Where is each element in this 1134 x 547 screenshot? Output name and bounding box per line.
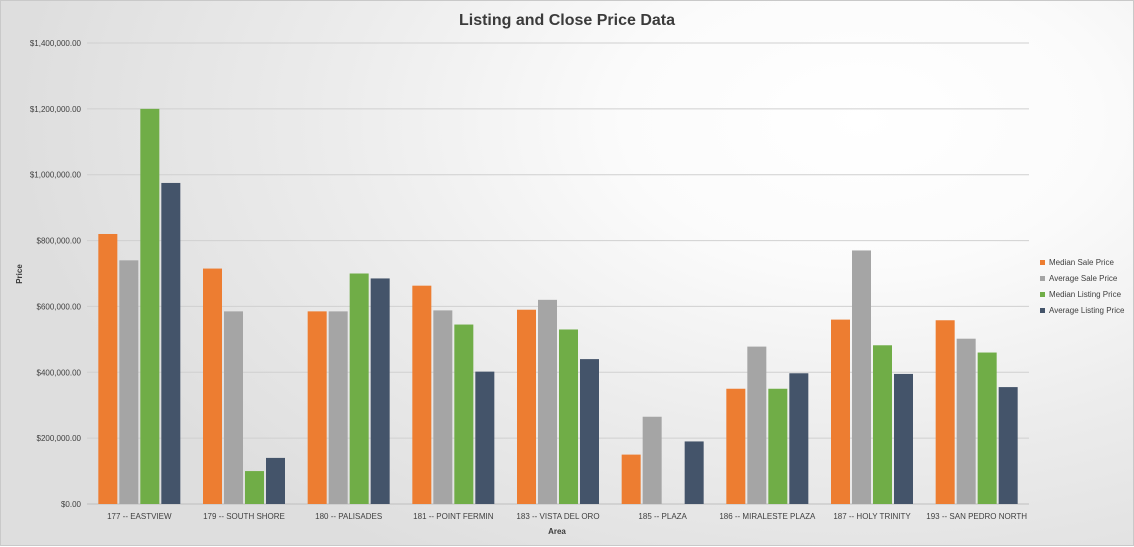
y-tick-label: $400,000.00 <box>37 368 82 377</box>
bar-average-sale-price-1 <box>224 311 243 504</box>
bar-average-listing-price-7 <box>894 373 913 504</box>
bar-average-listing-price-1 <box>266 457 285 504</box>
bar-median-sale-price-3 <box>412 285 432 504</box>
bar-median-sale-price-5 <box>621 454 641 504</box>
bar-median-listing-price-8 <box>977 352 997 504</box>
bar-median-listing-price-2 <box>349 273 369 504</box>
bar-average-sale-price-2 <box>328 311 348 504</box>
bar-average-listing-price-3 <box>475 371 495 504</box>
bar-average-sale-price-5 <box>642 416 662 504</box>
bar-average-listing-price-5 <box>684 441 704 504</box>
legend: Median Sale Price Average Sale Price Media… <box>1040 258 1125 315</box>
bar-median-sale-price-7 <box>831 319 850 504</box>
y-tick-label: $600,000.00 <box>37 302 82 311</box>
legend-label: Median Listing Price <box>1049 290 1122 299</box>
bar-average-sale-price-3 <box>433 310 453 504</box>
legend-swatch <box>1040 260 1045 265</box>
x-tick-label: 179 -- SOUTH SHORE <box>203 512 285 521</box>
x-tick-labels: 177 -- EASTVIEW 179 -- SOUTH SHORE 180 -- … <box>107 512 1027 521</box>
bar-average-listing-price-8 <box>998 387 1018 504</box>
bar-median-sale-price-2 <box>307 311 327 504</box>
x-tick-label: 186 -- MIRALESTE PLAZA <box>719 512 816 521</box>
bar-median-listing-price-4 <box>559 329 578 504</box>
bar-average-sale-price-7 <box>852 250 871 504</box>
bar-median-sale-price-0 <box>98 233 118 505</box>
gridlines: $0.00 $200,000.00 $400,000.00 $600,000.00 $8… <box>30 39 1029 509</box>
bar-average-sale-price-0 <box>119 260 139 504</box>
bar-median-listing-price-0 <box>140 108 160 505</box>
legend-label: Average Listing Price <box>1049 306 1125 315</box>
y-tick-label: $200,000.00 <box>37 434 82 443</box>
bar-median-sale-price-1 <box>203 268 222 504</box>
legend-swatch <box>1040 292 1045 297</box>
y-tick-label: $800,000.00 <box>37 237 82 246</box>
x-tick-label: 181 -- POINT FERMIN <box>413 512 494 521</box>
x-axis-title: Area <box>548 527 566 536</box>
x-tick-label: 180 -- PALISADES <box>315 512 382 521</box>
legend-swatch <box>1040 276 1045 281</box>
y-tick-label: $0.00 <box>61 500 82 509</box>
bar-median-sale-price-6 <box>726 388 746 504</box>
bar-average-sale-price-6 <box>747 346 767 504</box>
x-tick-label: 193 -- SAN PEDRO NORTH <box>926 512 1027 521</box>
legend-label: Average Sale Price <box>1049 274 1118 283</box>
chart-title: Listing and Close Price Data <box>459 12 675 29</box>
legend-swatch <box>1040 308 1045 313</box>
bar-average-listing-price-2 <box>370 278 390 504</box>
bar-average-sale-price-8 <box>956 338 976 504</box>
legend-label: Median Sale Price <box>1049 258 1114 267</box>
y-axis-title: Price <box>15 264 24 284</box>
y-tick-label: $1,400,000.00 <box>30 39 82 48</box>
x-tick-label: 187 -- HOLY TRINITY <box>833 512 911 521</box>
bar-median-listing-price-1 <box>245 471 264 504</box>
x-tick-label: 177 -- EASTVIEW <box>107 512 172 521</box>
y-tick-label: $1,200,000.00 <box>30 105 82 114</box>
bars <box>98 108 1018 505</box>
bar-median-listing-price-3 <box>454 324 474 504</box>
bar-average-listing-price-0 <box>161 182 181 504</box>
bar-average-listing-price-6 <box>789 373 809 504</box>
bar-average-listing-price-4 <box>580 359 599 504</box>
x-tick-label: 185 -- PLAZA <box>638 512 687 521</box>
bar-average-sale-price-4 <box>538 299 557 504</box>
bar-median-sale-price-8 <box>935 320 955 504</box>
y-tick-label: $1,000,000.00 <box>30 171 82 180</box>
bar-median-listing-price-7 <box>873 345 892 504</box>
bar-median-sale-price-4 <box>517 309 536 504</box>
bar-median-listing-price-6 <box>768 388 788 504</box>
x-tick-label: 183 -- VISTA DEL ORO <box>516 512 599 521</box>
